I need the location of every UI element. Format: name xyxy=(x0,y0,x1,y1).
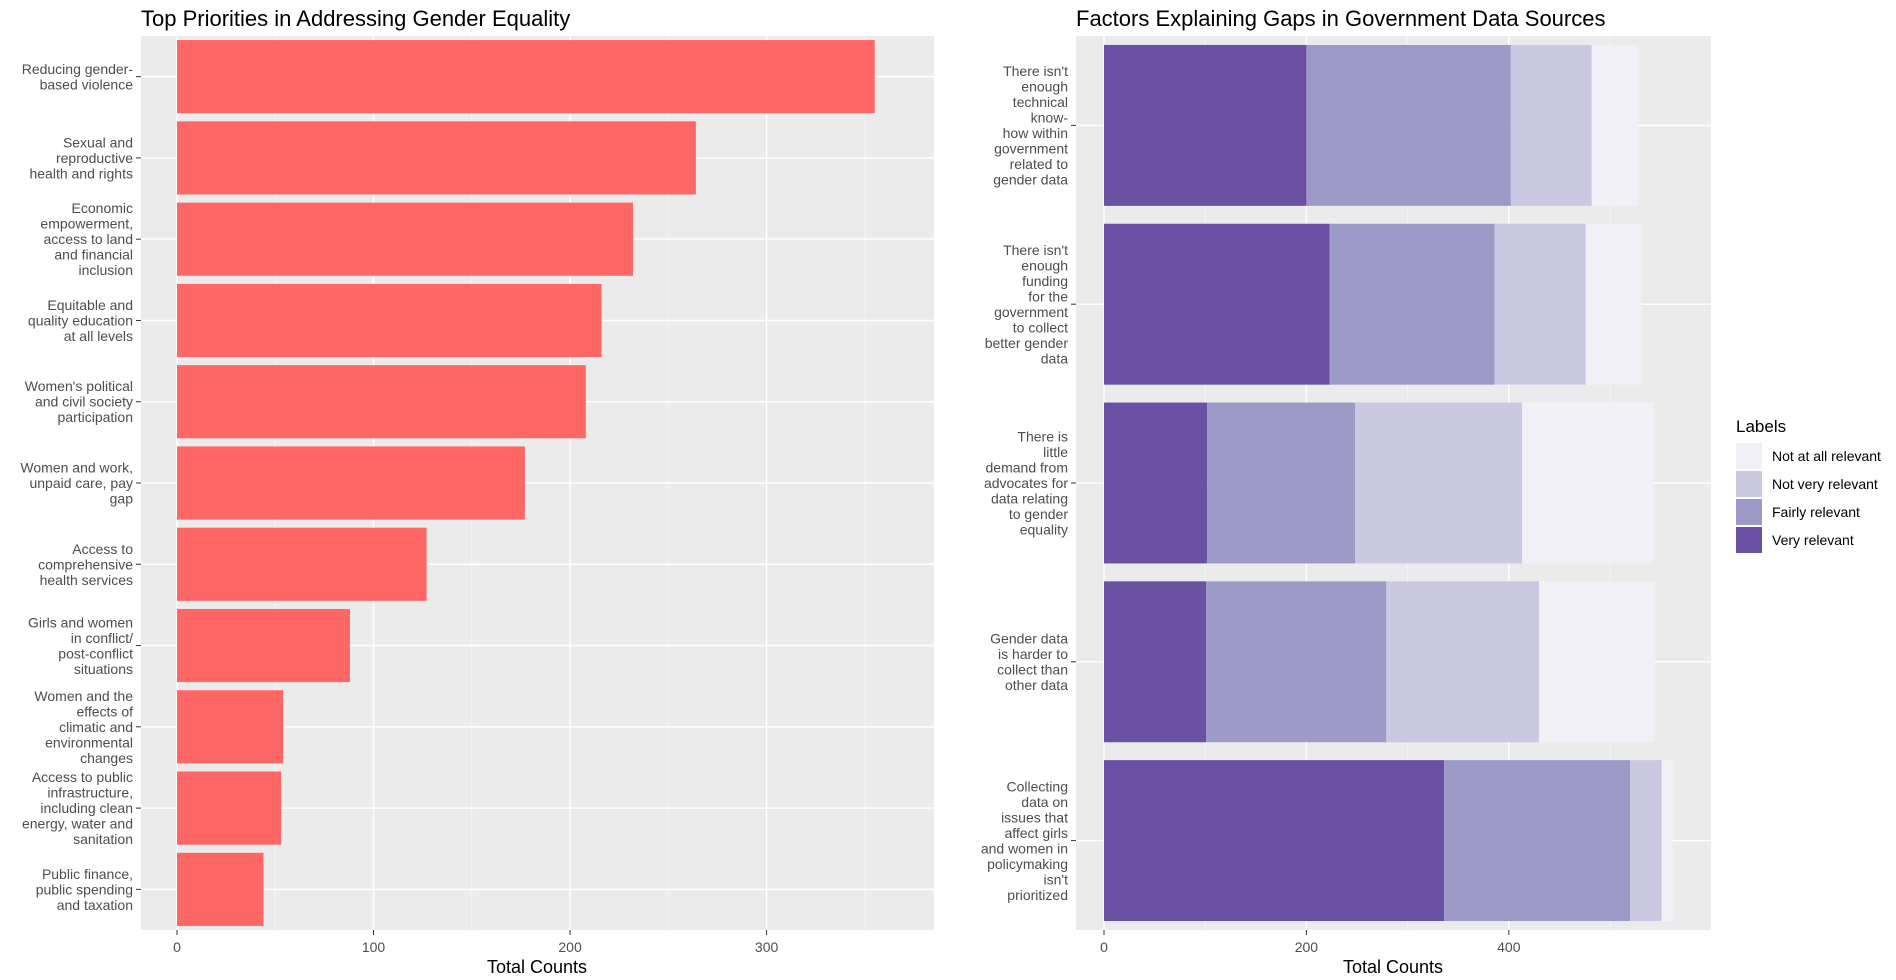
chart-title: Top Priorities in Addressing Gender Equa… xyxy=(141,6,570,31)
legend-items: Not at all relevant Not very relevant Fair… xyxy=(1736,443,1881,553)
legend-label: Very relevant xyxy=(1772,532,1854,548)
bar xyxy=(177,852,264,926)
bar-segment xyxy=(1329,223,1495,385)
legend-title: Labels xyxy=(1736,417,1786,436)
bar xyxy=(177,446,525,520)
bar-segment xyxy=(1306,44,1511,206)
x-tick-label: 300 xyxy=(755,939,779,955)
legend-swatch xyxy=(1736,471,1762,497)
bar-segment xyxy=(1521,402,1654,564)
y-tick-label: Public finance, public spending and taxati… xyxy=(36,866,133,913)
y-tick-label: Girls and women in conflict/post-conflict… xyxy=(28,614,133,677)
bar-segment xyxy=(1539,581,1655,743)
bar-segment xyxy=(1444,760,1631,922)
y-tick-label: There isn't enough technical know-how withi… xyxy=(993,63,1068,187)
x-tick-label: 200 xyxy=(1295,939,1319,955)
bar-segment xyxy=(1104,760,1445,922)
y-tick-label: There is little demand from advocates for da… xyxy=(984,429,1068,538)
x-axis-title: Total Counts xyxy=(1343,957,1443,977)
x-tick-labels: 0 200 400 xyxy=(1100,930,1521,955)
legend-label: Not very relevant xyxy=(1772,476,1878,492)
priorities-chart: Top Priorities in Addressing Gender Equa… xyxy=(20,6,934,977)
bars xyxy=(177,40,875,926)
legend-swatch xyxy=(1736,443,1762,469)
y-tick-label: Collecting data on issues that affect girls… xyxy=(981,778,1068,903)
bar-segment xyxy=(1206,581,1387,743)
legend-swatch xyxy=(1736,499,1762,525)
x-tick-label: 400 xyxy=(1497,939,1521,955)
data-gaps-chart: Factors Explaining Gaps in Government Da… xyxy=(981,6,1711,977)
y-tick-label: Access to public infrastructure, including… xyxy=(22,769,133,847)
y-tick-label: Women's political and civil society partic… xyxy=(25,378,133,425)
bar xyxy=(177,40,875,114)
bar xyxy=(177,283,602,358)
legend-swatch xyxy=(1736,527,1762,553)
legend-label: Not at all relevant xyxy=(1772,448,1881,464)
y-tick-label: Access to comprehensive health services xyxy=(38,541,133,588)
bar-segment xyxy=(1630,760,1662,922)
x-axis-title: Total Counts xyxy=(487,957,587,977)
bar-segment xyxy=(1386,581,1540,743)
y-tick-label: Economic empowerment, access to land and fi… xyxy=(40,200,133,278)
stacked-bars xyxy=(1104,44,1673,922)
bar xyxy=(177,771,282,845)
chart-title: Factors Explaining Gaps in Government Da… xyxy=(1076,6,1605,31)
bar xyxy=(177,690,284,764)
legend: Labels Not at all relevant Not very relev… xyxy=(1736,417,1881,553)
y-tick-label: Women and the effects of climatic and envir… xyxy=(34,688,133,766)
y-tick-label: Women and work, unpaid care, pay gap xyxy=(20,460,133,507)
y-tick-label: Reducing gender-based violence xyxy=(22,61,134,93)
bar-segment xyxy=(1104,402,1208,564)
bar-segment xyxy=(1585,223,1642,385)
bar xyxy=(177,527,427,601)
category-labels: Reducing gender-based violence Sexual and… xyxy=(20,61,141,913)
x-tick-label: 200 xyxy=(558,939,582,955)
bar-segment xyxy=(1104,223,1330,385)
x-tick-labels: 0 100 200 300 xyxy=(173,930,778,955)
bar xyxy=(177,121,696,195)
bar-segment xyxy=(1354,402,1522,564)
bar-segment xyxy=(1207,402,1355,564)
y-tick-label: There isn't enough funding for the governmen… xyxy=(985,242,1069,367)
x-tick-label: 100 xyxy=(362,939,386,955)
legend-label: Fairly relevant xyxy=(1772,504,1860,520)
category-labels: There isn't enough technical know-how withi… xyxy=(981,63,1076,903)
bar-segment xyxy=(1591,44,1639,206)
x-tick-label: 0 xyxy=(1100,939,1108,955)
y-tick-label: Gender data is harder to collect than other… xyxy=(990,631,1068,694)
x-tick-label: 0 xyxy=(173,939,181,955)
bar-segment xyxy=(1661,760,1673,922)
bar-segment xyxy=(1104,44,1307,206)
bar-segment xyxy=(1494,223,1586,385)
bar xyxy=(177,365,586,439)
bar xyxy=(177,608,350,683)
y-tick-label: Sexual and reproductive health and rights xyxy=(29,134,133,181)
bar-segment xyxy=(1104,581,1207,743)
bar xyxy=(177,202,633,276)
bar-segment xyxy=(1510,44,1592,206)
y-tick-label: Equitable and quality education at all lev… xyxy=(28,297,133,344)
